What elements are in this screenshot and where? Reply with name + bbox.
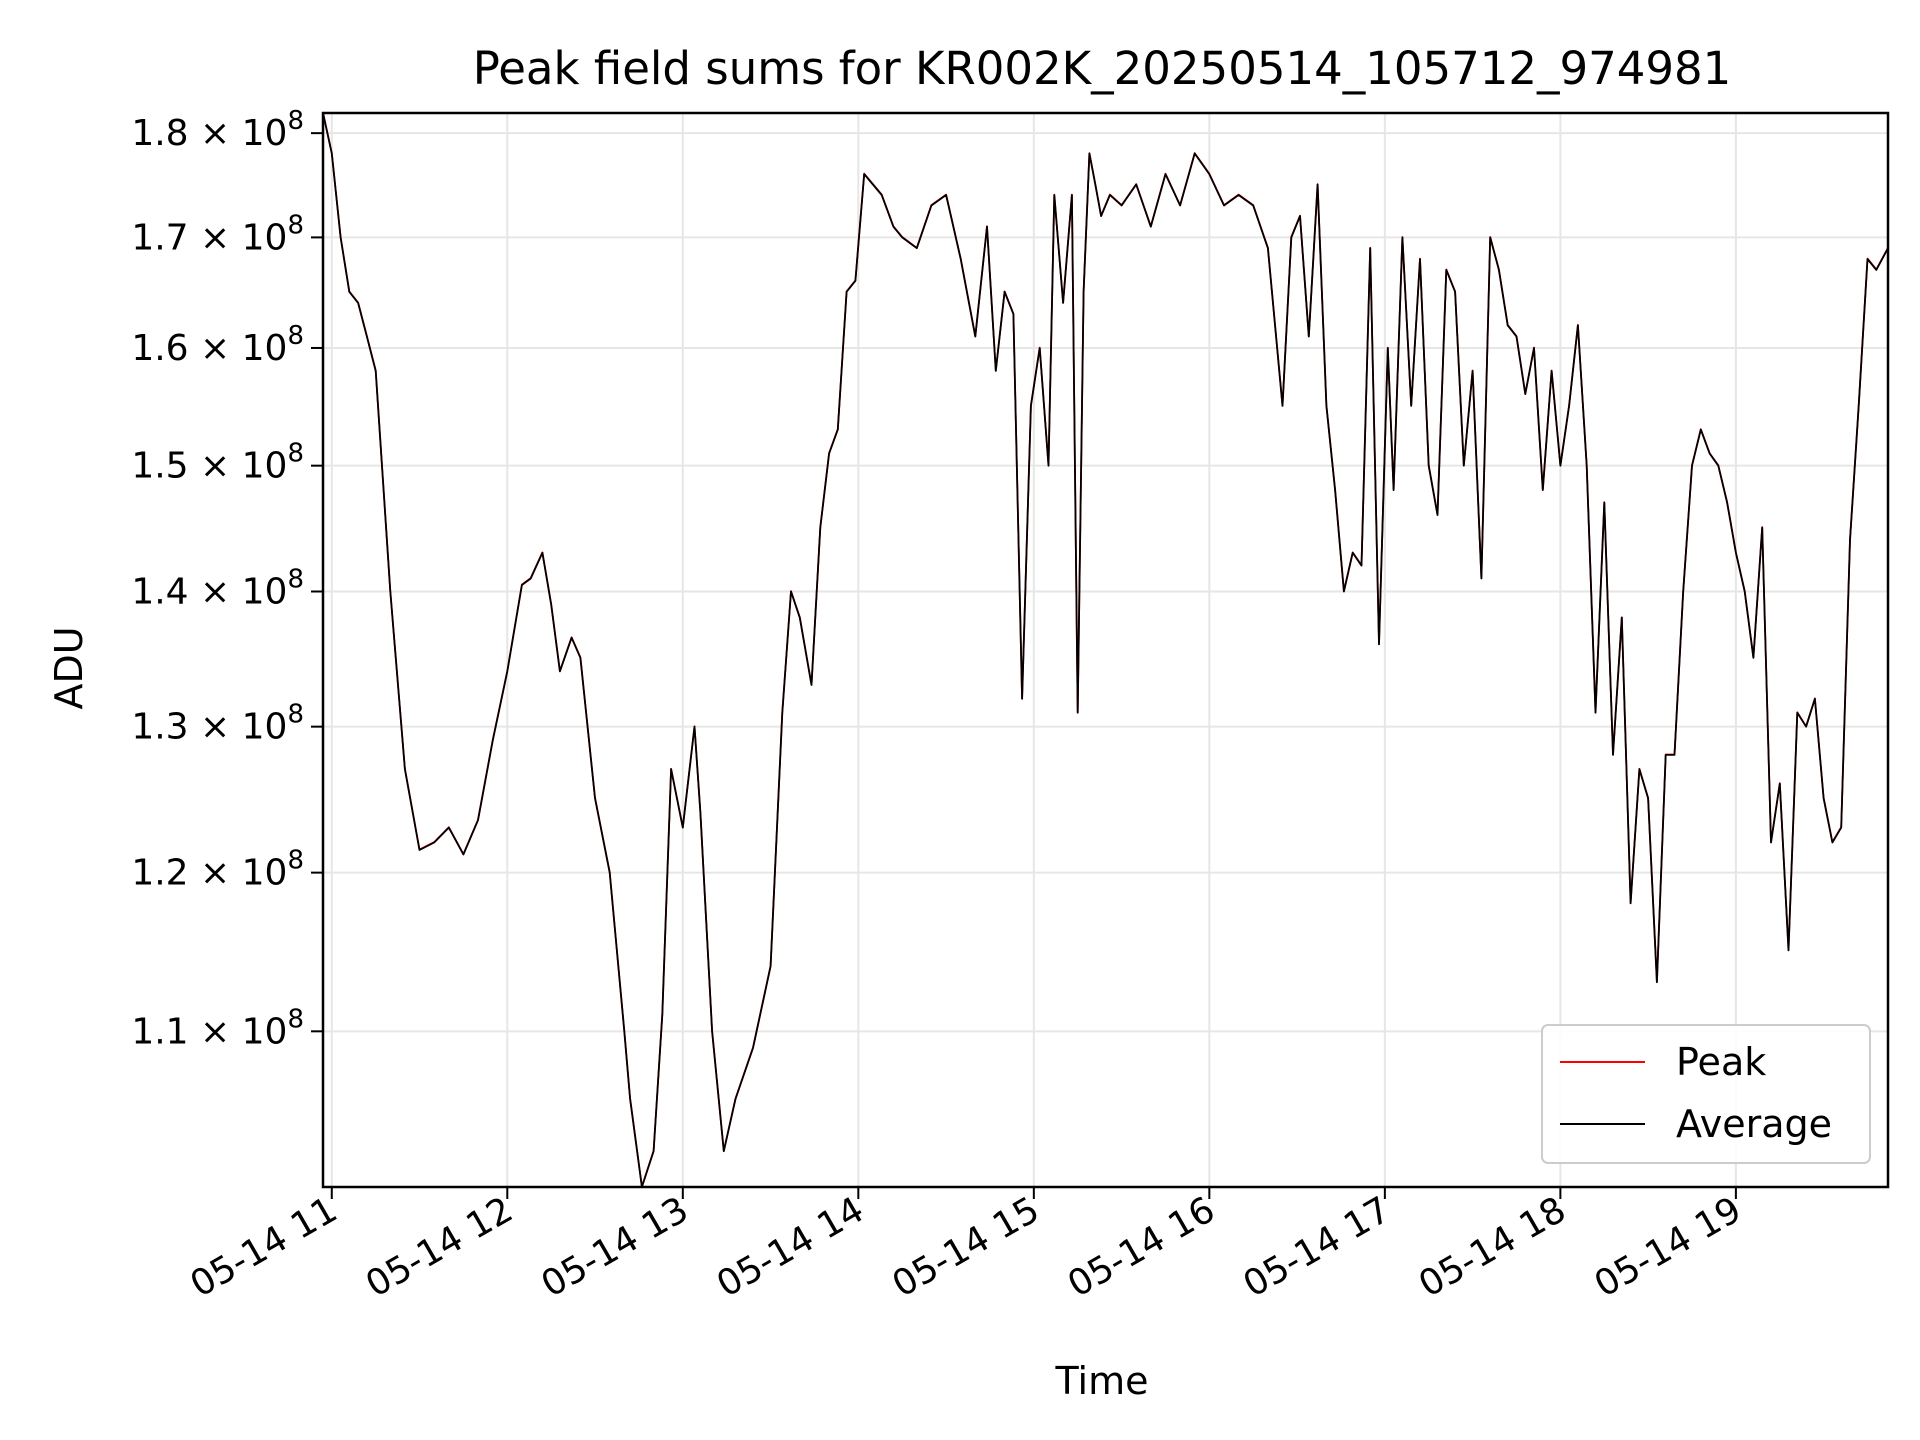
y-tick-label: 1.8 × 108 xyxy=(131,106,304,154)
y-tick-label: 1.6 × 108 xyxy=(131,321,304,369)
y-tick-label: 1.7 × 108 xyxy=(131,210,304,258)
y-tick-label: 1.2 × 108 xyxy=(131,846,304,894)
legend-label-peak: Peak xyxy=(1676,1040,1766,1084)
legend-label-average: Average xyxy=(1676,1102,1832,1146)
series-line-average xyxy=(322,112,1889,1188)
legend: Peak Average xyxy=(1541,1024,1871,1164)
y-axis-label: ADU xyxy=(47,626,91,709)
y-tick-label: 1.4 × 108 xyxy=(131,564,304,612)
y-tick-label: 1.5 × 108 xyxy=(131,439,304,487)
series-lines xyxy=(322,112,1889,1188)
y-tick-label: 1.3 × 108 xyxy=(131,700,304,748)
y-axis-ticks: 1.1 × 108 1.2 × 108 1.3 × 108 1.4 × 108 1.5 … xyxy=(131,106,323,1052)
plot-frame xyxy=(321,111,1890,1189)
y-tick-label: 1.1 × 108 xyxy=(131,1004,304,1052)
x-axis-label: Time xyxy=(1055,1359,1149,1403)
legend-box xyxy=(1541,1024,1871,1164)
chart-title: Peak field sums for KR002K_20250514_1057… xyxy=(473,42,1732,95)
